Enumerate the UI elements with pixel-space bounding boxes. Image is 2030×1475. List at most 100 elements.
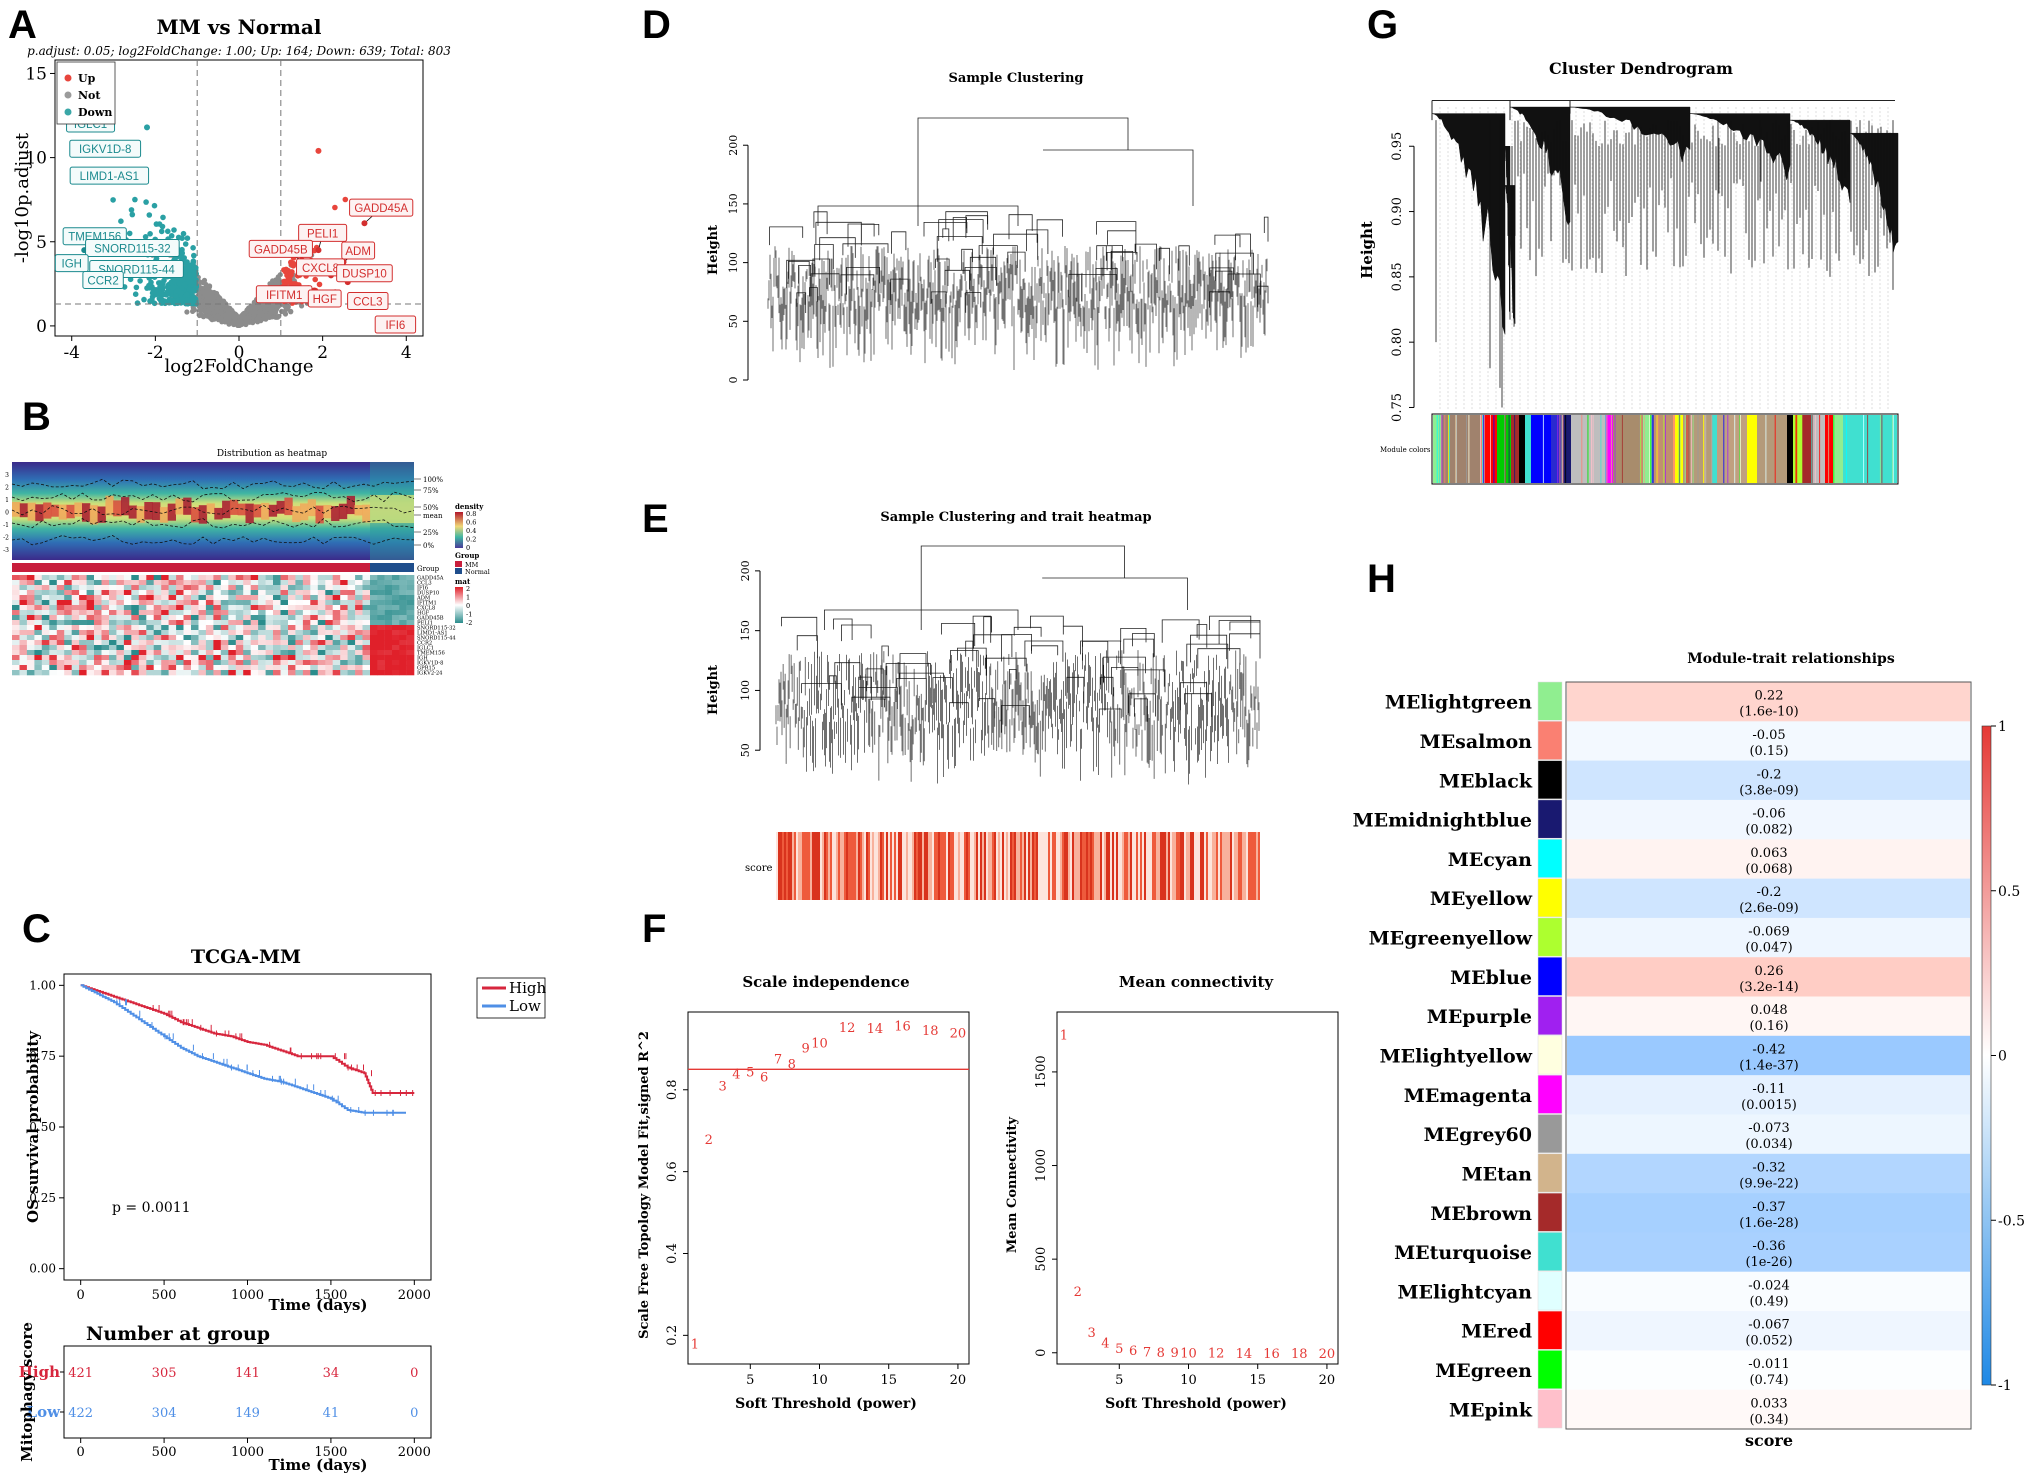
heat-cell — [288, 640, 296, 646]
heat-cell — [310, 595, 319, 601]
heat-cell — [168, 580, 177, 586]
heat-cell — [317, 605, 326, 611]
correlation-pvalue: (0.034) — [1745, 1137, 1792, 1152]
trait-stripe — [1116, 832, 1118, 900]
heat-cell — [26, 595, 35, 601]
heat-cell — [153, 625, 162, 631]
heat-cell — [213, 665, 222, 671]
trait-stripe — [1064, 832, 1066, 900]
not-point — [239, 314, 245, 320]
gene-label-text: IFI6 — [385, 320, 405, 332]
heat-cell — [34, 655, 43, 661]
trait-stripe — [1032, 832, 1034, 900]
gene-expression-heatmap — [12, 575, 415, 676]
heat-cell — [123, 610, 132, 616]
heat-cell — [94, 590, 102, 596]
gene-name: IGKV2-24 — [417, 671, 443, 677]
heat-cell — [183, 640, 192, 646]
correlation-value: 0.22 — [1755, 689, 1784, 704]
trait-stripe — [1206, 832, 1208, 900]
heat-cell — [49, 655, 58, 661]
heat-cell — [243, 580, 251, 586]
trait-stripe — [928, 832, 930, 900]
heat-cell — [191, 625, 199, 631]
heat-cell — [273, 650, 281, 656]
heat-cell — [317, 590, 326, 596]
heat-cell-normal — [399, 600, 407, 606]
heat-cell — [153, 655, 162, 661]
heat-cell — [71, 610, 80, 616]
heat-cell — [109, 595, 117, 601]
heat-cell — [34, 660, 43, 666]
heat-cell — [34, 670, 43, 676]
heat-cell — [41, 580, 50, 586]
heat-cell — [191, 635, 199, 641]
x-tick-label: -4 — [63, 343, 80, 363]
trait-stripe — [1254, 832, 1256, 900]
down-point — [184, 259, 190, 265]
heat-cell-normal — [392, 595, 400, 601]
trait-stripe — [1230, 832, 1232, 900]
density-block — [97, 506, 106, 523]
risk-x-tick-label: 500 — [152, 1445, 177, 1460]
module-stripe — [1455, 415, 1456, 483]
heat-cell — [12, 605, 20, 611]
heat-cell — [258, 585, 266, 591]
heat-cell-normal — [370, 665, 378, 671]
trait-stripe — [1152, 832, 1154, 900]
km-pvalue: p = 0.0011 — [112, 1200, 191, 1216]
gene-cluster — [1504, 145, 1511, 320]
heat-cell — [362, 605, 371, 611]
heat-cell — [340, 600, 348, 606]
heat-cell — [280, 615, 289, 621]
heat-cell — [340, 590, 348, 596]
heat-cell — [168, 630, 177, 636]
trait-stripe — [904, 832, 906, 900]
heat-cell — [235, 595, 244, 601]
heat-cell — [325, 575, 334, 581]
heat-cell — [71, 670, 80, 676]
heat-cell — [250, 640, 259, 646]
trait-stripe — [850, 832, 852, 900]
heat-cell — [228, 645, 237, 651]
heat-cell — [243, 635, 251, 641]
heat-cell-normal — [399, 665, 407, 671]
cluster-dendrogram-ylabel: Height — [1358, 221, 1376, 279]
trait-stripe — [1174, 832, 1176, 900]
heat-cell — [228, 585, 237, 591]
trait-stripe — [1190, 832, 1192, 900]
heat-cell — [138, 620, 147, 626]
heat-cell — [26, 575, 35, 581]
heat-cell — [161, 625, 169, 631]
heat-cell — [56, 635, 65, 641]
trait-stripe — [998, 832, 1000, 900]
heat-cell — [191, 595, 199, 601]
heat-cell — [116, 640, 125, 646]
trait-stripe — [1184, 832, 1186, 900]
module-name: MElightyellow — [1380, 1046, 1533, 1068]
heat-cell — [280, 575, 289, 581]
heat-cell — [340, 645, 348, 651]
correlation-value: 0.048 — [1750, 1003, 1787, 1018]
heat-cell — [325, 635, 334, 641]
heat-cell — [332, 650, 341, 656]
module-swatch — [1537, 1271, 1563, 1311]
heat-cell — [26, 590, 35, 596]
up-point — [316, 281, 323, 288]
heat-cell-normal — [370, 585, 378, 591]
heat-cell — [94, 595, 102, 601]
heat-cell — [41, 635, 50, 641]
module-swatch — [1537, 878, 1563, 918]
heat-cell — [34, 580, 43, 586]
correlation-value: -0.011 — [1748, 1357, 1790, 1372]
correlation-value: -0.37 — [1752, 1200, 1785, 1215]
module-segment — [1683, 415, 1711, 483]
heat-cell — [79, 615, 87, 621]
trait-stripe — [876, 832, 878, 900]
heat-cell — [302, 665, 311, 671]
heat-cell — [34, 650, 43, 656]
heat-cell-normal — [384, 660, 393, 666]
heat-cell — [295, 655, 304, 661]
heat-cell — [109, 635, 117, 641]
trait-stripe — [918, 832, 920, 900]
